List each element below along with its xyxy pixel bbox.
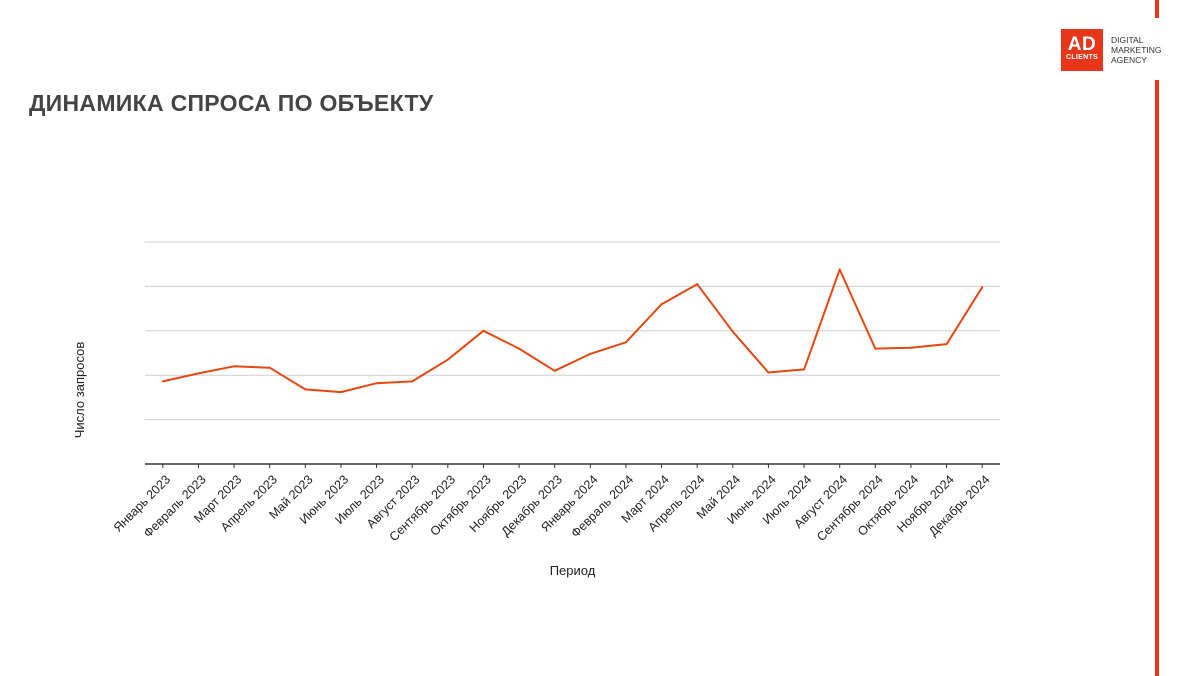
brand-tagline: DIGITAL MARKETING AGENCY <box>1111 35 1162 65</box>
accent-bar-top <box>1155 0 1159 18</box>
data-point <box>375 382 378 385</box>
logo-main-text: AD <box>1067 34 1097 55</box>
data-point <box>446 358 449 361</box>
page-title: ДИНАМИКА СПРОСА ПО ОБЪЕКТУ <box>29 90 434 116</box>
data-point <box>482 329 485 332</box>
data-point <box>981 286 984 289</box>
x-axis-title: Период <box>550 563 596 578</box>
logo-sub-text: CLIENTS <box>1065 54 1099 61</box>
data-point <box>767 371 770 374</box>
data-point <box>197 372 200 375</box>
data-point <box>553 369 556 372</box>
data-point <box>233 365 236 368</box>
axis-layer <box>145 463 1000 468</box>
data-point <box>731 330 734 333</box>
data-point <box>268 366 271 369</box>
x-tick-label: Февраль 2024 <box>568 472 636 540</box>
brand-logo: AD CLIENTS <box>1061 29 1103 71</box>
data-point <box>518 347 521 350</box>
tagline-line: AGENCY <box>1111 55 1147 65</box>
data-point <box>803 368 806 371</box>
series-layer <box>161 268 984 394</box>
series-line <box>162 268 984 394</box>
data-point <box>696 283 699 286</box>
data-point <box>838 268 841 271</box>
tagline-line: DIGITAL <box>1111 35 1144 45</box>
data-point <box>304 388 307 391</box>
data-point <box>411 380 414 383</box>
data-point <box>945 343 948 346</box>
data-point <box>660 303 663 306</box>
data-point <box>589 352 592 355</box>
y-axis-title: Число запросов <box>72 342 87 439</box>
tagline-line: MARKETING <box>1111 45 1162 55</box>
data-point <box>161 380 164 383</box>
data-point <box>909 346 912 349</box>
data-point <box>874 347 877 350</box>
data-point <box>339 391 342 394</box>
x-tick-label: Февраль 2023 <box>141 472 209 540</box>
accent-bar-side <box>1155 80 1159 676</box>
data-point <box>624 341 627 344</box>
grid-layer <box>145 241 1000 421</box>
